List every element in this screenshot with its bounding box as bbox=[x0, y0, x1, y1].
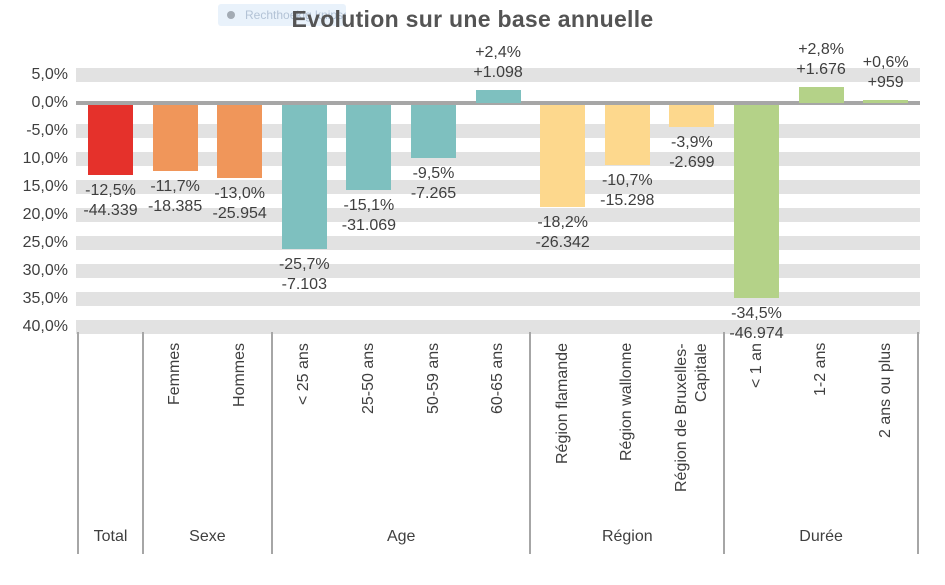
y-tick-label: 30,0% bbox=[22, 262, 68, 279]
group-divider bbox=[917, 332, 919, 554]
bar-count-label: -46.974 bbox=[729, 325, 784, 343]
bar-pct-label: -12,5% bbox=[85, 182, 136, 199]
bar-pct-label: -9,5% bbox=[412, 165, 455, 183]
x-axis-label: Région de Bruxelles-Capitale bbox=[672, 343, 710, 492]
bar-data-label: -11,7% -18.385 bbox=[110, 177, 240, 217]
bar-pct-label: -15,1% bbox=[343, 196, 395, 214]
x-axis-label: < 25 ans bbox=[295, 343, 313, 405]
bar[interactable] bbox=[863, 99, 909, 103]
bar-count-label: -7.265 bbox=[410, 185, 457, 203]
bar-pct-label: +2,4% bbox=[475, 43, 521, 61]
x-axis-label: Région wallonne bbox=[618, 343, 636, 462]
bar[interactable] bbox=[152, 105, 198, 171]
axis-group-label: Sexe bbox=[189, 528, 226, 545]
y-tick-label: 35,0% bbox=[22, 290, 68, 307]
bar-count-label: -7.103 bbox=[281, 275, 327, 293]
bar[interactable] bbox=[217, 105, 263, 178]
y-tick-label: 10,0% bbox=[22, 150, 68, 167]
y-tick-label: 40,0% bbox=[22, 318, 68, 335]
x-axis-label: Femmes bbox=[166, 343, 184, 406]
bar-data-label: -10,7% -15.298 bbox=[562, 171, 692, 211]
bar-count-label: -15.298 bbox=[600, 191, 655, 209]
x-axis-label-slot: 2 ans ou plus bbox=[846, 343, 926, 529]
bar-data-label: -34,5% -46.974 bbox=[692, 304, 822, 344]
bar-count-label: +1.098 bbox=[473, 63, 523, 81]
bar-count-label: -44.339 bbox=[83, 202, 138, 219]
bar-data-label: +2,8% +1.676 bbox=[756, 40, 886, 80]
axis-group-label: Région bbox=[601, 528, 653, 545]
zero-baseline bbox=[76, 101, 920, 105]
bar-data-label: -3,9% -2.699 bbox=[627, 133, 757, 173]
bar-pct-label: -25,7% bbox=[278, 255, 330, 273]
bar-data-label: -12,5% -44.339 bbox=[46, 181, 176, 221]
bar-pct-label: -3,9% bbox=[670, 133, 713, 151]
snip-toolbar-label: Rechthoekig knipsel bbox=[245, 8, 346, 22]
bar-data-label: -9,5% -7.265 bbox=[369, 164, 499, 204]
chart-title: Evolution sur une base annuelle bbox=[291, 6, 654, 32]
bar-count-label: -2.699 bbox=[669, 153, 715, 171]
bar[interactable] bbox=[346, 105, 392, 190]
group-divider bbox=[271, 332, 273, 554]
bar-count-label: -18.385 bbox=[147, 197, 203, 215]
bar-count-label: -31.069 bbox=[341, 216, 397, 234]
group-divider bbox=[723, 332, 726, 554]
x-axis-label: Région flamande bbox=[553, 343, 571, 464]
y-tick-label: 5,0% bbox=[31, 66, 68, 83]
bar-count-label: -25.954 bbox=[212, 204, 267, 222]
y-tick-label: -5,0% bbox=[26, 122, 68, 139]
bar-pct-label: -10,7% bbox=[601, 171, 653, 189]
bar[interactable] bbox=[798, 87, 844, 103]
bar-count-label: +1.676 bbox=[796, 61, 846, 79]
bar-data-label: -18,2% -26.342 bbox=[498, 213, 628, 253]
x-axis-label: Hommes bbox=[230, 343, 248, 408]
bar-data-label: +2,4% +1.098 bbox=[433, 43, 563, 83]
bar-data-label: -13,0% -25.954 bbox=[175, 184, 305, 224]
bar-pct-label: +2,8% bbox=[798, 41, 844, 59]
x-axis-label: 50-59 ans bbox=[424, 343, 442, 415]
bar[interactable] bbox=[411, 105, 456, 159]
bar-pct-label: -11,7% bbox=[150, 177, 200, 195]
x-axis-label: 1-2 ans bbox=[812, 343, 830, 397]
bar[interactable] bbox=[540, 105, 586, 207]
axis-group-label: Durée bbox=[799, 528, 843, 545]
bar-pct-label: -34,5% bbox=[731, 305, 782, 323]
axis-group-label: Age bbox=[386, 528, 416, 545]
snip-toolbar[interactable]: Rechthoekig knipsel bbox=[218, 4, 346, 26]
group-divider bbox=[141, 332, 144, 554]
bar-count-label: +959 bbox=[867, 73, 904, 91]
y-tick-label: 0,0% bbox=[31, 94, 68, 111]
x-axis-label: 25-50 ans bbox=[359, 343, 377, 415]
bar[interactable] bbox=[281, 105, 327, 249]
x-axis-label: 2 ans ou plus bbox=[876, 343, 894, 439]
bar-data-label: -15,1% -31.069 bbox=[304, 196, 434, 236]
snip-dot-icon bbox=[227, 11, 235, 19]
axis-group-label: Total bbox=[93, 528, 128, 545]
group-divider bbox=[77, 332, 80, 554]
bar[interactable] bbox=[734, 105, 779, 299]
group-divider bbox=[529, 332, 532, 554]
x-axis-label: < 1 an bbox=[747, 343, 765, 388]
bar-pct-label: +0,6% bbox=[862, 53, 909, 71]
bar[interactable] bbox=[475, 89, 521, 103]
bar-data-label: -25,7% -7.103 bbox=[239, 255, 369, 295]
bar-count-label: -26.342 bbox=[535, 233, 590, 251]
plot-area bbox=[76, 62, 920, 338]
bar[interactable] bbox=[604, 105, 650, 165]
y-tick-label: 15,0% bbox=[22, 178, 68, 195]
bar-data-label: +0,6% +959 bbox=[821, 53, 945, 93]
y-tick-label: 25,0% bbox=[22, 234, 68, 251]
y-tick-label: 20,0% bbox=[22, 206, 68, 223]
x-axis-label: 60-65 ans bbox=[489, 343, 507, 415]
bar-pct-label: -18,2% bbox=[537, 213, 589, 231]
bar[interactable] bbox=[88, 105, 133, 175]
bar[interactable] bbox=[669, 105, 715, 127]
bar-pct-label: -13,0% bbox=[214, 184, 266, 202]
